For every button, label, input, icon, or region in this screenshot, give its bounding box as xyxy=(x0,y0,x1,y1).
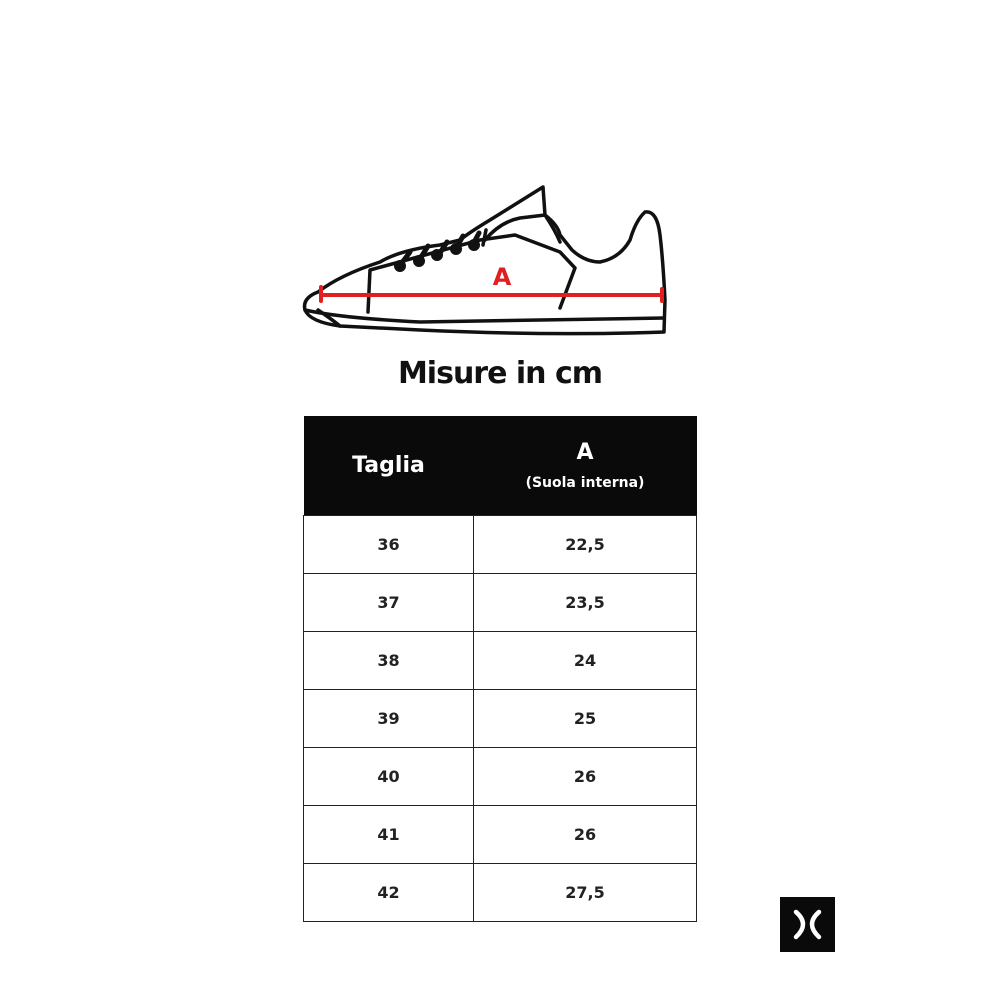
cell-a: 23,5 xyxy=(473,573,697,632)
cell-size: 38 xyxy=(303,631,474,690)
cell-size: 41 xyxy=(303,805,474,864)
cell-size: 36 xyxy=(303,515,474,574)
cell-a: 26 xyxy=(473,805,697,864)
cell-a: 26 xyxy=(473,747,697,806)
measure-label: A xyxy=(493,263,512,291)
size-table: Taglia A (Suola interna) 36 22,5 37 23,5 3… xyxy=(303,416,697,922)
shoe-outline xyxy=(302,185,667,336)
cell-a: 27,5 xyxy=(473,863,697,922)
cell-size: 37 xyxy=(303,573,474,632)
table-row: 38 24 xyxy=(303,631,697,690)
cell-a: 22,5 xyxy=(473,515,697,574)
cell-size: 42 xyxy=(303,863,474,922)
header-a-sub: (Suola interna) xyxy=(525,475,645,491)
table-row: 42 27,5 xyxy=(303,863,697,922)
header-size: Taglia xyxy=(303,416,474,516)
header-a-label: A xyxy=(576,440,594,465)
table-row: 39 25 xyxy=(303,689,697,748)
shoelaces xyxy=(394,230,482,272)
header-a: A (Suola interna) xyxy=(473,416,697,516)
table-header: Taglia A (Suola interna) xyxy=(303,416,697,516)
page-title: Misure in cm xyxy=(397,356,603,391)
table-row: 36 22,5 xyxy=(303,515,697,574)
cell-size: 40 xyxy=(303,747,474,806)
table-row: 41 26 xyxy=(303,805,697,864)
table-row: 40 26 xyxy=(303,747,697,806)
brand-logo xyxy=(780,897,835,952)
table-row: 37 23,5 xyxy=(303,573,697,632)
cell-a: 25 xyxy=(473,689,697,748)
measure-line-a xyxy=(319,285,664,303)
cell-size: 39 xyxy=(303,689,474,748)
x-logo-icon xyxy=(793,909,822,940)
cell-a: 24 xyxy=(473,631,697,690)
